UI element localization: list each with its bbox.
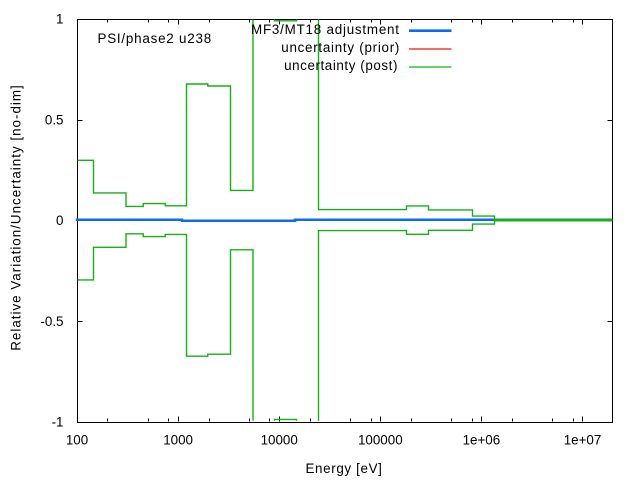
svg-text:PSI/phase2 u238: PSI/phase2 u238 xyxy=(98,31,212,46)
svg-text:1: 1 xyxy=(56,12,63,27)
svg-text:1e+07: 1e+07 xyxy=(564,433,602,448)
svg-text:Relative Variation/Uncertainty: Relative Variation/Uncertainty [no-dim] xyxy=(9,84,24,351)
svg-text:-1: -1 xyxy=(52,415,64,430)
svg-text:Energy [eV]: Energy [eV] xyxy=(305,461,382,476)
svg-text:-0.5: -0.5 xyxy=(40,314,63,329)
svg-text:0.5: 0.5 xyxy=(45,112,64,127)
svg-text:10000: 10000 xyxy=(261,433,298,448)
svg-text:1000: 1000 xyxy=(163,433,193,448)
svg-text:1e+06: 1e+06 xyxy=(463,433,501,448)
svg-text:uncertainty (post): uncertainty (post) xyxy=(284,58,398,73)
svg-text:0: 0 xyxy=(56,213,63,228)
svg-text:uncertainty (prior): uncertainty (prior) xyxy=(281,40,400,55)
svg-text:100000: 100000 xyxy=(358,433,403,448)
svg-text:MF3/MT18 adjustment: MF3/MT18 adjustment xyxy=(251,22,400,37)
svg-text:100: 100 xyxy=(66,433,88,448)
